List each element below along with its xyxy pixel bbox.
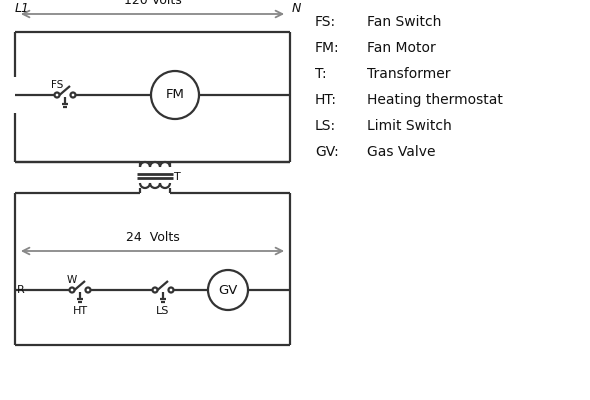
Text: Heating thermostat: Heating thermostat [367, 93, 503, 107]
Text: N: N [292, 2, 301, 15]
Text: HT:: HT: [315, 93, 337, 107]
Text: FS: FS [51, 80, 63, 90]
Text: W: W [67, 275, 77, 285]
Text: HT: HT [73, 306, 87, 316]
Text: LS:: LS: [315, 119, 336, 133]
Text: Fan Motor: Fan Motor [367, 41, 436, 55]
Text: FS:: FS: [315, 15, 336, 29]
Text: GV: GV [218, 284, 238, 296]
Text: FM:: FM: [315, 41, 340, 55]
Text: 24  Volts: 24 Volts [126, 231, 179, 244]
Text: Limit Switch: Limit Switch [367, 119, 452, 133]
Text: T: T [174, 172, 181, 182]
Text: FM: FM [166, 88, 185, 102]
Text: L1: L1 [15, 2, 30, 15]
Text: GV:: GV: [315, 145, 339, 159]
Text: R: R [17, 285, 25, 295]
Text: Fan Switch: Fan Switch [367, 15, 441, 29]
Text: T:: T: [315, 67, 327, 81]
Text: Transformer: Transformer [367, 67, 451, 81]
Text: Gas Valve: Gas Valve [367, 145, 435, 159]
Text: 120 Volts: 120 Volts [124, 0, 181, 7]
Text: LS: LS [156, 306, 170, 316]
